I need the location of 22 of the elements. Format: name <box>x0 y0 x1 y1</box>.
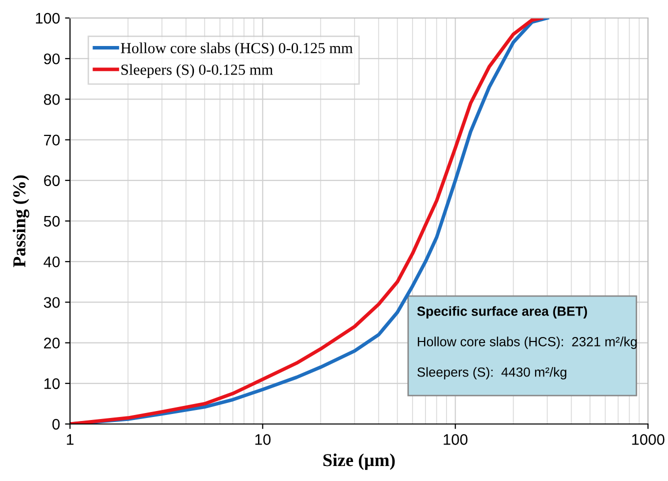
x-axis-title: Size (µm) <box>323 454 395 470</box>
x-tick-label: 1 <box>66 434 74 445</box>
annotation: Sleepers (S): 4430 m²/kg <box>417 367 566 380</box>
y-tick-label: 20 <box>44 338 60 348</box>
legend-label: Sleepers (S) 0-0.125 mm <box>121 64 273 78</box>
y-tick-label: 100 <box>36 12 60 24</box>
y-tick-label: 0 <box>52 418 60 430</box>
y-tick-label: 70 <box>44 134 60 146</box>
x-tick-label: 1000 <box>632 434 664 445</box>
y-tick-label: 40 <box>44 256 60 268</box>
y-axis-title: Passing (%) <box>12 175 30 268</box>
annotation: Hollow core slabs (HCS): 2321 m²/kg <box>418 336 637 349</box>
y-tick-label: 50 <box>44 216 60 227</box>
legend-label: Hollow core slabs (HCS) 0-0.125 mm <box>120 42 353 56</box>
y-tick-label: 30 <box>44 297 60 308</box>
x-tick-label: 100 <box>444 434 468 445</box>
y-tick-label: 90 <box>44 53 60 64</box>
annotation: Specific surface area (BET) <box>417 306 588 318</box>
y-tick-label: 10 <box>44 378 60 390</box>
y-tick-label: 60 <box>44 175 60 186</box>
y-tick-label: 80 <box>44 94 60 105</box>
x-tick-label: 10 <box>255 434 271 445</box>
